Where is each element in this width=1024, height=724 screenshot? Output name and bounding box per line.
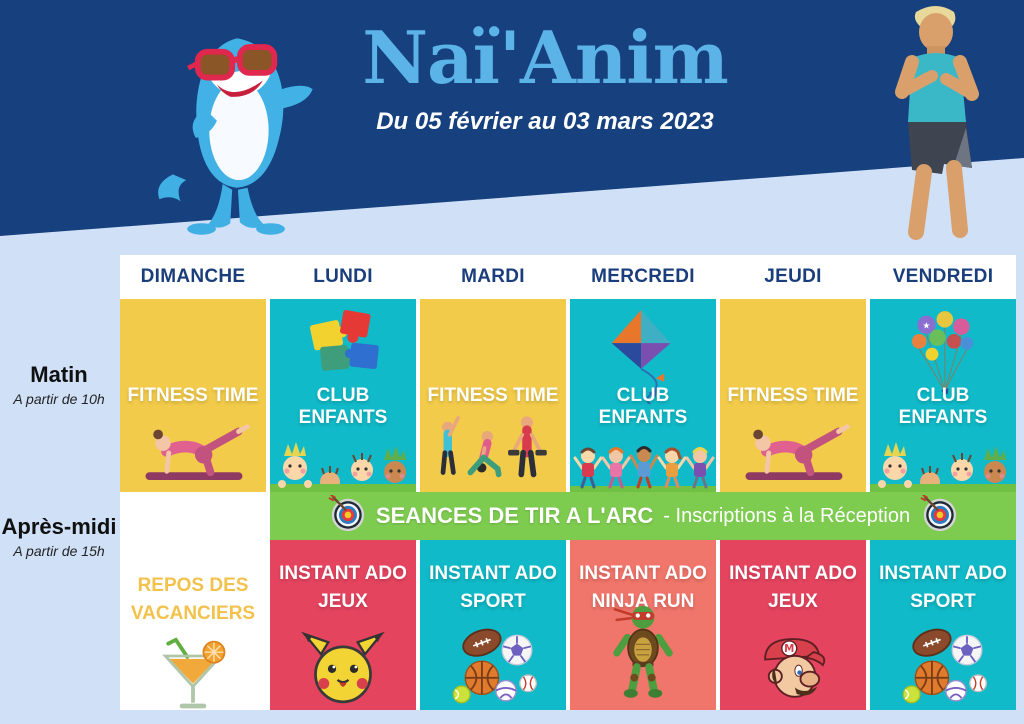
kite-icon xyxy=(570,304,716,408)
kids-peeking-illustration xyxy=(870,440,1016,492)
activity-label: INSTANT ADO SPORT xyxy=(870,560,1016,616)
mario-icon: M xyxy=(720,627,866,707)
activity-label: CLUB ENFANTS xyxy=(298,385,388,428)
cell-morning-mardi: FITNESS TIME xyxy=(420,299,566,492)
kids-dancing-illustration xyxy=(570,440,716,492)
yoga-pose-icon xyxy=(120,410,266,488)
activity-label-line2: VACANCIERS xyxy=(130,603,256,624)
yoga-pose-icon xyxy=(720,410,866,488)
cell-afternoon-vendredi: INSTANT ADO SPORT xyxy=(870,540,1016,710)
day-header-lundi: LUNDI xyxy=(270,255,416,299)
morning-subtitle: A partir de 10h xyxy=(13,391,105,407)
activity-label: FITNESS TIME xyxy=(127,385,259,406)
activity-label: FITNESS TIME xyxy=(427,385,559,406)
svg-text:★: ★ xyxy=(922,321,930,331)
pikachu-icon xyxy=(270,627,416,707)
activity-label: INSTANT ADO JEUX xyxy=(720,560,866,616)
puzzle-pieces-icon xyxy=(270,304,416,380)
cell-afternoon-mercredi: INSTANT ADO NINJA RUN xyxy=(570,540,716,710)
activity-label-line1: INSTANT ADO xyxy=(729,563,857,584)
activity-label: CLUB ENFANTS xyxy=(598,385,688,428)
animator-photo xyxy=(856,0,1016,255)
activity-label: CLUB ENFANTS xyxy=(898,385,988,428)
activity-label-line1: INSTANT ADO xyxy=(579,563,707,584)
activity-label-line2: JEUX xyxy=(318,591,368,612)
activity-label-line2: SPORT xyxy=(460,591,526,612)
activity-label-line1: REPOS DES xyxy=(137,575,249,596)
activity-label: INSTANT ADO SPORT xyxy=(420,560,566,616)
cell-morning-mercredi: CLUB ENFANTS xyxy=(570,299,716,492)
activity-label: REPOS DES VACANCIERS xyxy=(120,572,266,628)
day-header-vendredi: VENDREDI xyxy=(870,255,1016,299)
dolphin-mascot-icon xyxy=(146,12,328,245)
banner-secondary-text: - Inscriptions à la Réception xyxy=(663,504,911,527)
afternoon-title: Après-midi xyxy=(1,514,117,539)
day-header-jeudi: JEUDI xyxy=(720,255,866,299)
activity-label: INSTANT ADO NINJA RUN xyxy=(570,560,716,616)
archery-banner: SEANCES DE TIR A L'ARC - Inscriptions à … xyxy=(270,492,1016,540)
activity-label: FITNESS TIME xyxy=(727,385,859,406)
activity-label-line1: INSTANT ADO xyxy=(279,563,407,584)
kids-peeking-illustration xyxy=(270,440,416,492)
ninja-turtle-icon xyxy=(570,601,716,707)
date-range: Du 05 février au 03 mars 2023 xyxy=(376,108,714,135)
cocktail-icon xyxy=(120,636,266,710)
svg-text:M: M xyxy=(784,643,794,655)
cell-afternoon-jeudi: INSTANT ADO JEUX M xyxy=(720,540,866,710)
cell-afternoon-mardi: INSTANT ADO SPORT xyxy=(420,540,566,710)
banner-main-text: SEANCES DE TIR A L'ARC xyxy=(375,503,654,528)
sports-balls-icon xyxy=(420,619,566,707)
cell-morning-jeudi: FITNESS TIME xyxy=(720,299,866,492)
day-header-mardi: MARDI xyxy=(420,255,566,299)
archery-target-icon xyxy=(920,493,958,538)
cell-morning-lundi: CLUB ENFANTS xyxy=(270,299,416,492)
balloons-icon: ★ xyxy=(870,304,1016,408)
activity-label-line2: NINJA RUN xyxy=(591,591,695,612)
activity-label-line1: INSTANT ADO xyxy=(429,563,557,584)
cell-afternoon-dimanche: REPOS DES VACANCIERS xyxy=(120,492,266,710)
activity-label-line2: JEUX xyxy=(768,591,818,612)
header-titles: Naï'Anim Du 05 février au 03 mars 2023 xyxy=(325,18,765,136)
day-header-dimanche: DIMANCHE xyxy=(120,255,266,299)
morning-title: Matin xyxy=(30,362,88,387)
row-label-morning: Matin A partir de 10h xyxy=(0,362,118,407)
fitness-trio-icon xyxy=(420,408,566,488)
cell-morning-vendredi: ★ CLUB ENFANTS xyxy=(870,299,1016,492)
archery-target-icon xyxy=(328,493,366,538)
row-label-afternoon: Après-midi A partir de 15h xyxy=(0,514,118,559)
sports-balls-icon xyxy=(870,619,1016,707)
day-header-mercredi: MERCREDI xyxy=(570,255,716,299)
cell-morning-dimanche: FITNESS TIME xyxy=(120,299,266,492)
afternoon-subtitle: A partir de 15h xyxy=(13,543,105,559)
page-title: Naï'Anim xyxy=(362,15,729,100)
cell-afternoon-lundi: INSTANT ADO JEUX xyxy=(270,540,416,710)
schedule-table: DIMANCHE LUNDI MARDI MERCREDI JEUDI VEND… xyxy=(120,255,1016,710)
activity-label-line2: SPORT xyxy=(910,591,976,612)
activity-label-line1: INSTANT ADO xyxy=(879,563,1007,584)
activity-label: INSTANT ADO JEUX xyxy=(270,560,416,616)
